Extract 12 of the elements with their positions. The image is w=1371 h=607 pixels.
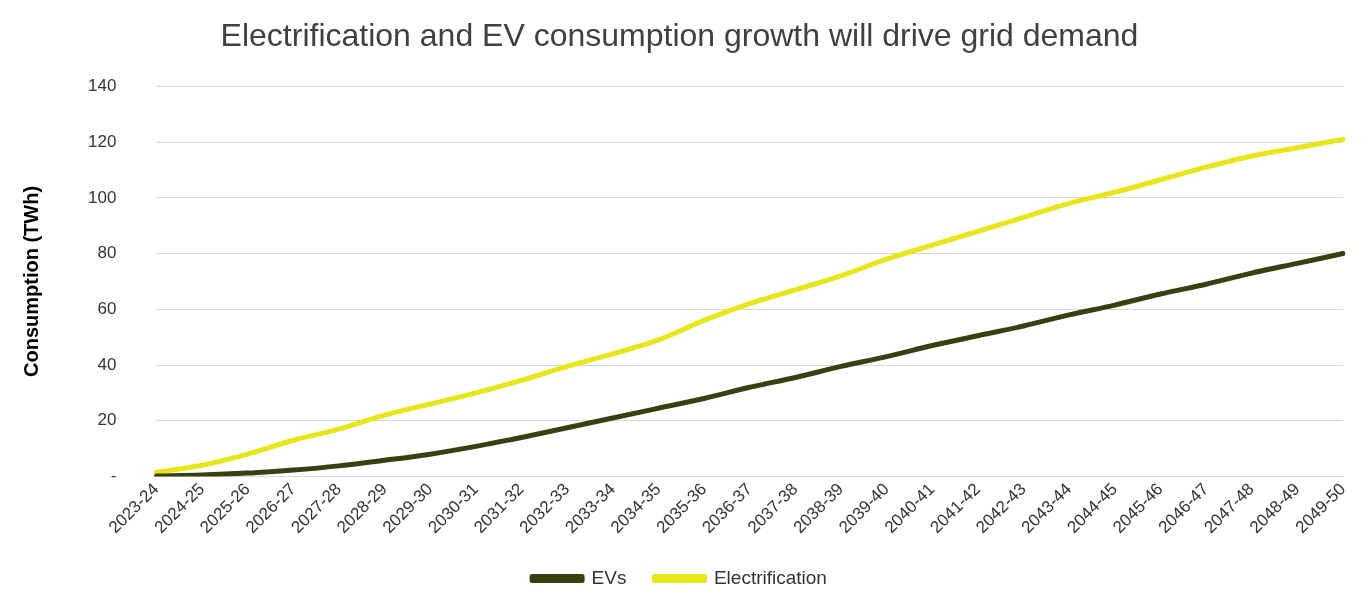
y-tick-label: 80	[97, 243, 117, 263]
y-tick-label: 100	[87, 187, 117, 207]
y-tick-label: 120	[87, 131, 117, 151]
y-tick-label: 20	[97, 410, 117, 430]
legend-label: Electrification	[713, 566, 827, 588]
legend-label: EVs	[591, 566, 627, 588]
y-tick-label: 40	[97, 354, 117, 374]
y-tick-label: 60	[97, 298, 117, 318]
y-axis-title: Consumption (TWh)	[19, 185, 42, 377]
y-tick-label: -	[110, 466, 117, 486]
chart-title: Electrification and EV consumption growth will drive grid demand	[220, 17, 1139, 54]
y-tick-label: 140	[87, 76, 117, 96]
